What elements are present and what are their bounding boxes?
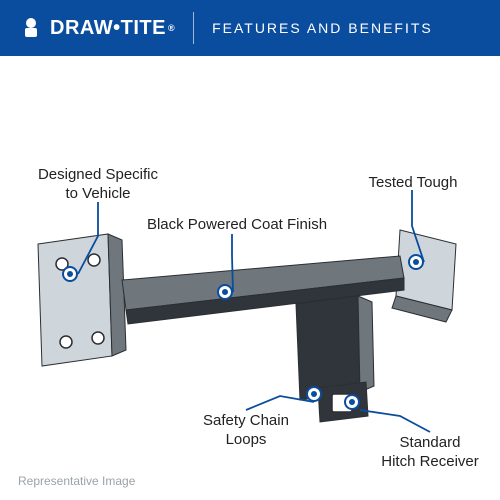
marker-tough — [408, 254, 424, 270]
header-bar: DRAW•TITE ® FEATURES AND BENEFITS — [0, 0, 500, 56]
callout-chain: Safety Chain Loops — [196, 412, 296, 450]
callout-receiver: Standard Hitch Receiver — [370, 434, 490, 472]
brand-logo: DRAW•TITE ® — [18, 15, 175, 41]
marker-receiver — [344, 394, 360, 410]
marker-designed — [62, 266, 78, 282]
hitch-ball-icon — [18, 15, 44, 41]
callout-coat: Black Powered Coat Finish — [132, 216, 342, 235]
header-tagline: FEATURES AND BENEFITS — [212, 20, 433, 36]
header-divider — [193, 12, 194, 44]
diagram-area: Representative Image Designed Specific t… — [0, 56, 500, 500]
brand-name: DRAW•TITE — [50, 17, 166, 40]
callout-designed: Designed Specific to Vehicle — [28, 166, 168, 204]
footer-caption: Representative Image — [18, 474, 135, 488]
marker-coat — [217, 284, 233, 300]
callout-tough: Tested Tough — [358, 174, 468, 193]
registered-icon: ® — [168, 23, 175, 33]
marker-chain — [306, 386, 322, 402]
